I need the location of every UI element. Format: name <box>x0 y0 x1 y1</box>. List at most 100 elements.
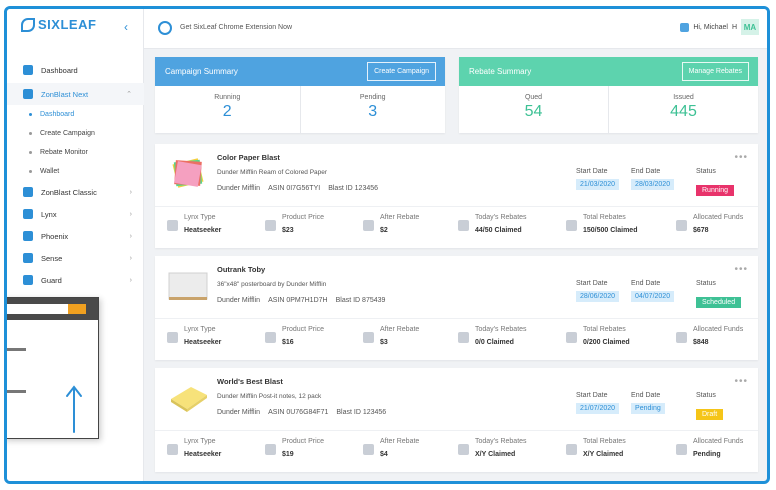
metric-label: Allocated Funds <box>693 438 744 445</box>
extension-search-button[interactable] <box>68 304 86 314</box>
start-date: Start Date 28/06/2020 <box>576 280 620 302</box>
sidebar-item-zonblast-classic[interactable]: ZonBlast Classic › <box>7 181 144 203</box>
metric-value: $4 <box>380 451 388 458</box>
more-options-icon[interactable]: ••• <box>734 152 748 163</box>
campaign-name[interactable]: Outrank Toby <box>217 265 266 274</box>
stat-value: 3 <box>368 103 378 120</box>
metric-label: Lynx Type <box>184 214 216 221</box>
bank-icon <box>676 332 687 343</box>
sidebar-subitem-rebate-monitor[interactable]: Rebate Monitor <box>7 143 144 162</box>
campaign-meta: Dunder Mifflin ASIN 0PM7H1D7H Blast ID 8… <box>217 297 385 304</box>
layers-icon <box>23 65 33 75</box>
metric-value: Heatseeker <box>184 227 222 234</box>
end-date-label: End Date <box>631 280 661 287</box>
extension-search-input[interactable] <box>7 304 68 314</box>
end-date: End Date 04/07/2020 <box>631 280 675 302</box>
metric-label: Allocated Funds <box>693 214 744 221</box>
metric-value: $678 <box>693 227 709 234</box>
metric-label: Total Rebates <box>583 214 626 221</box>
bullet-icon <box>29 170 32 173</box>
stat-label: Running <box>214 94 241 101</box>
campaign-asin: ASIN 0U76G84F71 <box>268 409 329 416</box>
document-icon <box>458 332 469 343</box>
campaign-name[interactable]: Color Paper Blast <box>217 153 280 162</box>
end-date: End Date Pending <box>631 392 665 414</box>
placeholder-line <box>7 390 26 393</box>
campaign-blast-id: Blast ID 123456 <box>336 409 387 416</box>
status-label: Status <box>696 280 716 287</box>
start-date-label: Start Date <box>576 392 608 399</box>
metric-value: $19 <box>282 451 294 458</box>
campaign-status: Status Running <box>696 168 735 197</box>
rebate-summary-card: Rebate Summary Manage Rebates Qued 54 Is… <box>459 57 758 133</box>
sidebar-subitem-create-campaign[interactable]: Create Campaign <box>7 124 144 143</box>
metric-value: 0/200 Claimed <box>583 339 630 346</box>
sidebar-item-sense[interactable]: Sense › <box>7 247 144 269</box>
guard-icon <box>23 275 33 285</box>
product-thumbnail <box>171 387 207 412</box>
price-tag-icon <box>265 220 276 231</box>
lynx-icon <box>167 444 178 455</box>
checkbox-icon <box>566 332 577 343</box>
user-menu[interactable]: Hi, Michael H MA <box>680 19 759 35</box>
lynx-icon <box>23 209 33 219</box>
app-window: SIXLEAF ‹ Dashboard ZonBlast Next ⌃ Dash… <box>4 6 770 484</box>
wallet-icon <box>363 332 374 343</box>
campaign-card[interactable]: Outrank Toby 36"x48" posterboard by Dund… <box>155 256 758 360</box>
sidebar-item-dashboard[interactable]: Dashboard <box>7 59 144 81</box>
collapse-sidebar-icon[interactable]: ‹ <box>124 20 128 34</box>
logo[interactable]: SIXLEAF <box>21 17 96 32</box>
placeholder-line <box>7 348 26 351</box>
sidebar-item-lynx[interactable]: Lynx › <box>7 203 144 225</box>
campaign-description: Dunder Mifflin Post-it notes, 12 pack <box>217 393 322 400</box>
sidebar-item-zonblast-next[interactable]: ZonBlast Next ⌃ <box>7 83 144 105</box>
notification-icon[interactable] <box>680 22 690 32</box>
metric-label: Lynx Type <box>184 438 216 445</box>
campaign-card[interactable]: World's Best Blast Dunder Mifflin Post-i… <box>155 368 758 472</box>
sidebar-item-label: ZonBlast Next <box>41 89 89 99</box>
more-options-icon[interactable]: ••• <box>734 376 748 387</box>
document-icon <box>458 220 469 231</box>
chrome-extension-link[interactable]: Get SixLeaf Chrome Extension Now <box>180 24 293 31</box>
end-date-value: 04/07/2020 <box>631 291 675 302</box>
status-label: Status <box>696 392 716 399</box>
start-date: Start Date 21/03/2020 <box>576 168 620 190</box>
more-options-icon[interactable]: ••• <box>734 264 748 275</box>
chrome-extension-icon[interactable] <box>158 21 172 35</box>
chevron-right-icon: › <box>129 232 132 240</box>
metric-label: Total Rebates <box>583 438 626 445</box>
zonblast-icon <box>23 89 33 99</box>
manage-rebates-button[interactable]: Manage Rebates <box>681 62 749 81</box>
metric-label: After Rebate <box>380 214 420 221</box>
stat-label: Pending <box>359 94 386 101</box>
stat-value: 54 <box>524 103 543 120</box>
sense-icon <box>23 253 33 263</box>
arrow-up-icon <box>66 385 82 433</box>
end-date: End Date 28/03/2020 <box>631 168 675 190</box>
sidebar-item-label: Phoenix <box>41 231 69 241</box>
create-campaign-button[interactable]: Create Campaign <box>367 62 436 81</box>
lynx-icon <box>167 332 178 343</box>
sidebar-subitem-dashboard[interactable]: Dashboard <box>7 105 144 124</box>
status-badge: Scheduled <box>696 297 742 308</box>
metric-label: Today's Rebates <box>475 438 527 445</box>
sidebar-subitem-wallet[interactable]: Wallet <box>7 162 144 181</box>
metric-label: After Rebate <box>380 326 420 333</box>
end-date-value: 28/03/2020 <box>631 179 675 190</box>
sidebar-item-guard[interactable]: Guard › <box>7 269 144 291</box>
campaign-card[interactable]: Color Paper Blast Dunder Mifflin Ream of… <box>155 144 758 248</box>
campaign-name[interactable]: World's Best Blast <box>217 377 283 386</box>
campaign-brand: Dunder Mifflin <box>217 185 261 192</box>
sidebar-subitem-label: Wallet <box>40 168 60 175</box>
campaign-meta: Dunder Mifflin ASIN 0U76G84F71 Blast ID … <box>217 409 386 416</box>
chevron-right-icon: › <box>129 254 132 262</box>
sidebar-item-phoenix[interactable]: Phoenix › <box>7 225 144 247</box>
avatar[interactable]: MA <box>741 19 759 35</box>
campaign-brand: Dunder Mifflin <box>217 297 261 304</box>
chevron-right-icon: › <box>129 188 132 196</box>
start-date-label: Start Date <box>576 280 608 287</box>
end-date-label: End Date <box>631 392 661 399</box>
sidebar-item-label: Sense <box>41 253 63 263</box>
metric-value: $3 <box>380 339 388 346</box>
checkbox-icon <box>566 220 577 231</box>
